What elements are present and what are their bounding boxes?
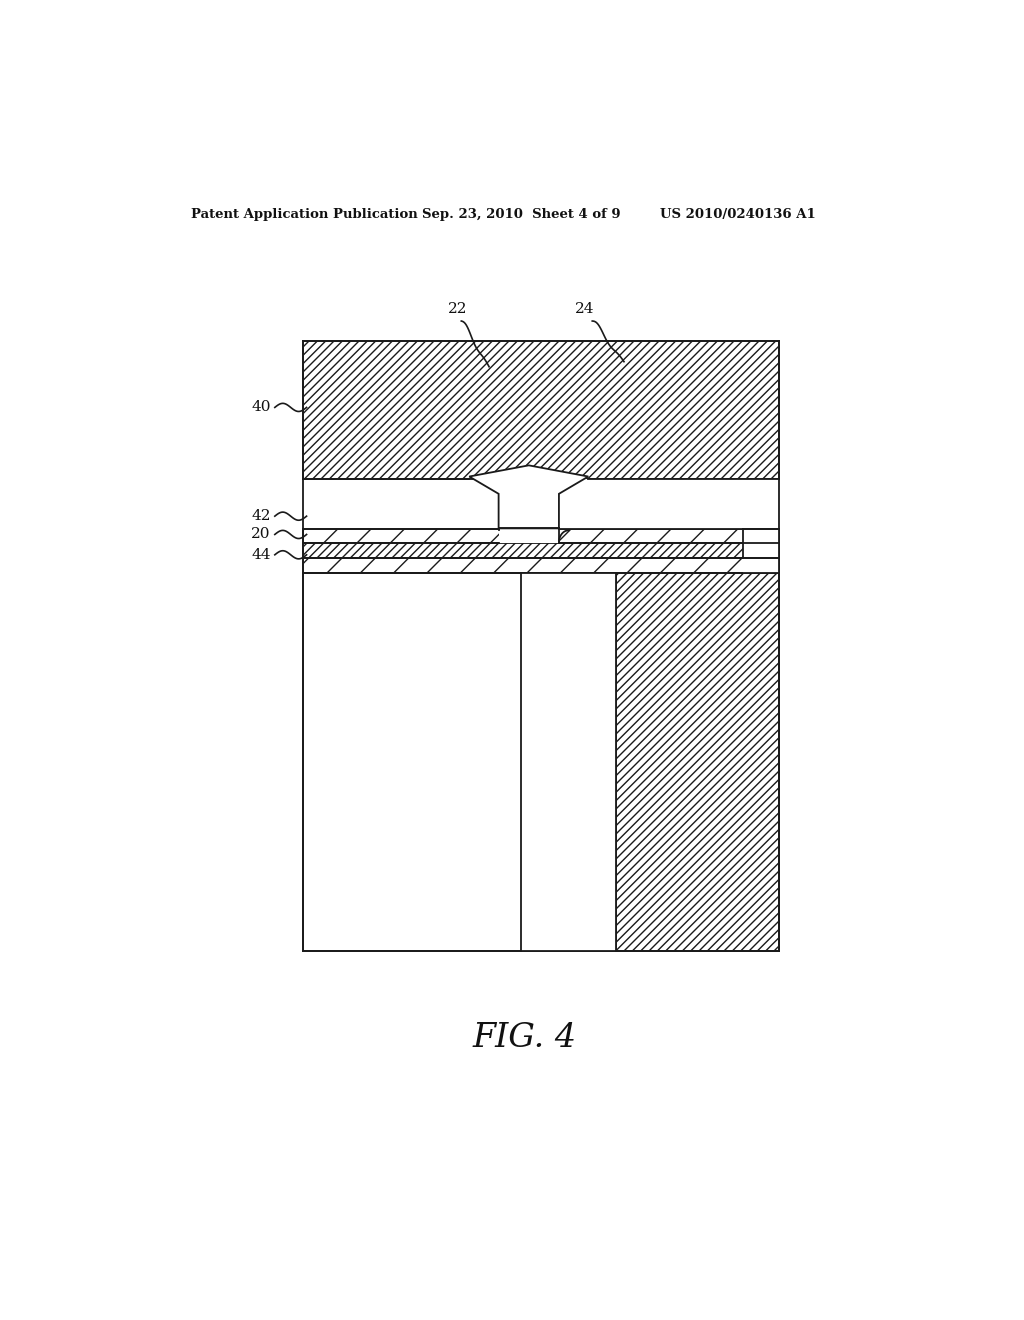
Polygon shape <box>303 342 778 479</box>
Text: 24: 24 <box>574 302 594 315</box>
Polygon shape <box>303 543 778 558</box>
Text: US 2010/0240136 A1: US 2010/0240136 A1 <box>659 207 815 220</box>
Text: Patent Application Publication: Patent Application Publication <box>191 207 418 220</box>
Text: 22: 22 <box>447 302 467 315</box>
Polygon shape <box>743 529 778 558</box>
Text: 40: 40 <box>251 400 270 414</box>
Text: 20: 20 <box>251 528 270 541</box>
Polygon shape <box>743 558 778 573</box>
Polygon shape <box>616 573 778 952</box>
Polygon shape <box>499 529 559 543</box>
Polygon shape <box>743 529 778 543</box>
Text: Sep. 23, 2010  Sheet 4 of 9: Sep. 23, 2010 Sheet 4 of 9 <box>422 207 621 220</box>
Text: FIG. 4: FIG. 4 <box>473 1022 577 1053</box>
Text: 42: 42 <box>251 510 270 523</box>
Polygon shape <box>469 466 588 528</box>
Polygon shape <box>559 479 778 529</box>
Text: 44: 44 <box>251 548 270 562</box>
Polygon shape <box>303 558 778 573</box>
Polygon shape <box>303 573 778 952</box>
Polygon shape <box>303 529 778 543</box>
Polygon shape <box>521 573 616 952</box>
